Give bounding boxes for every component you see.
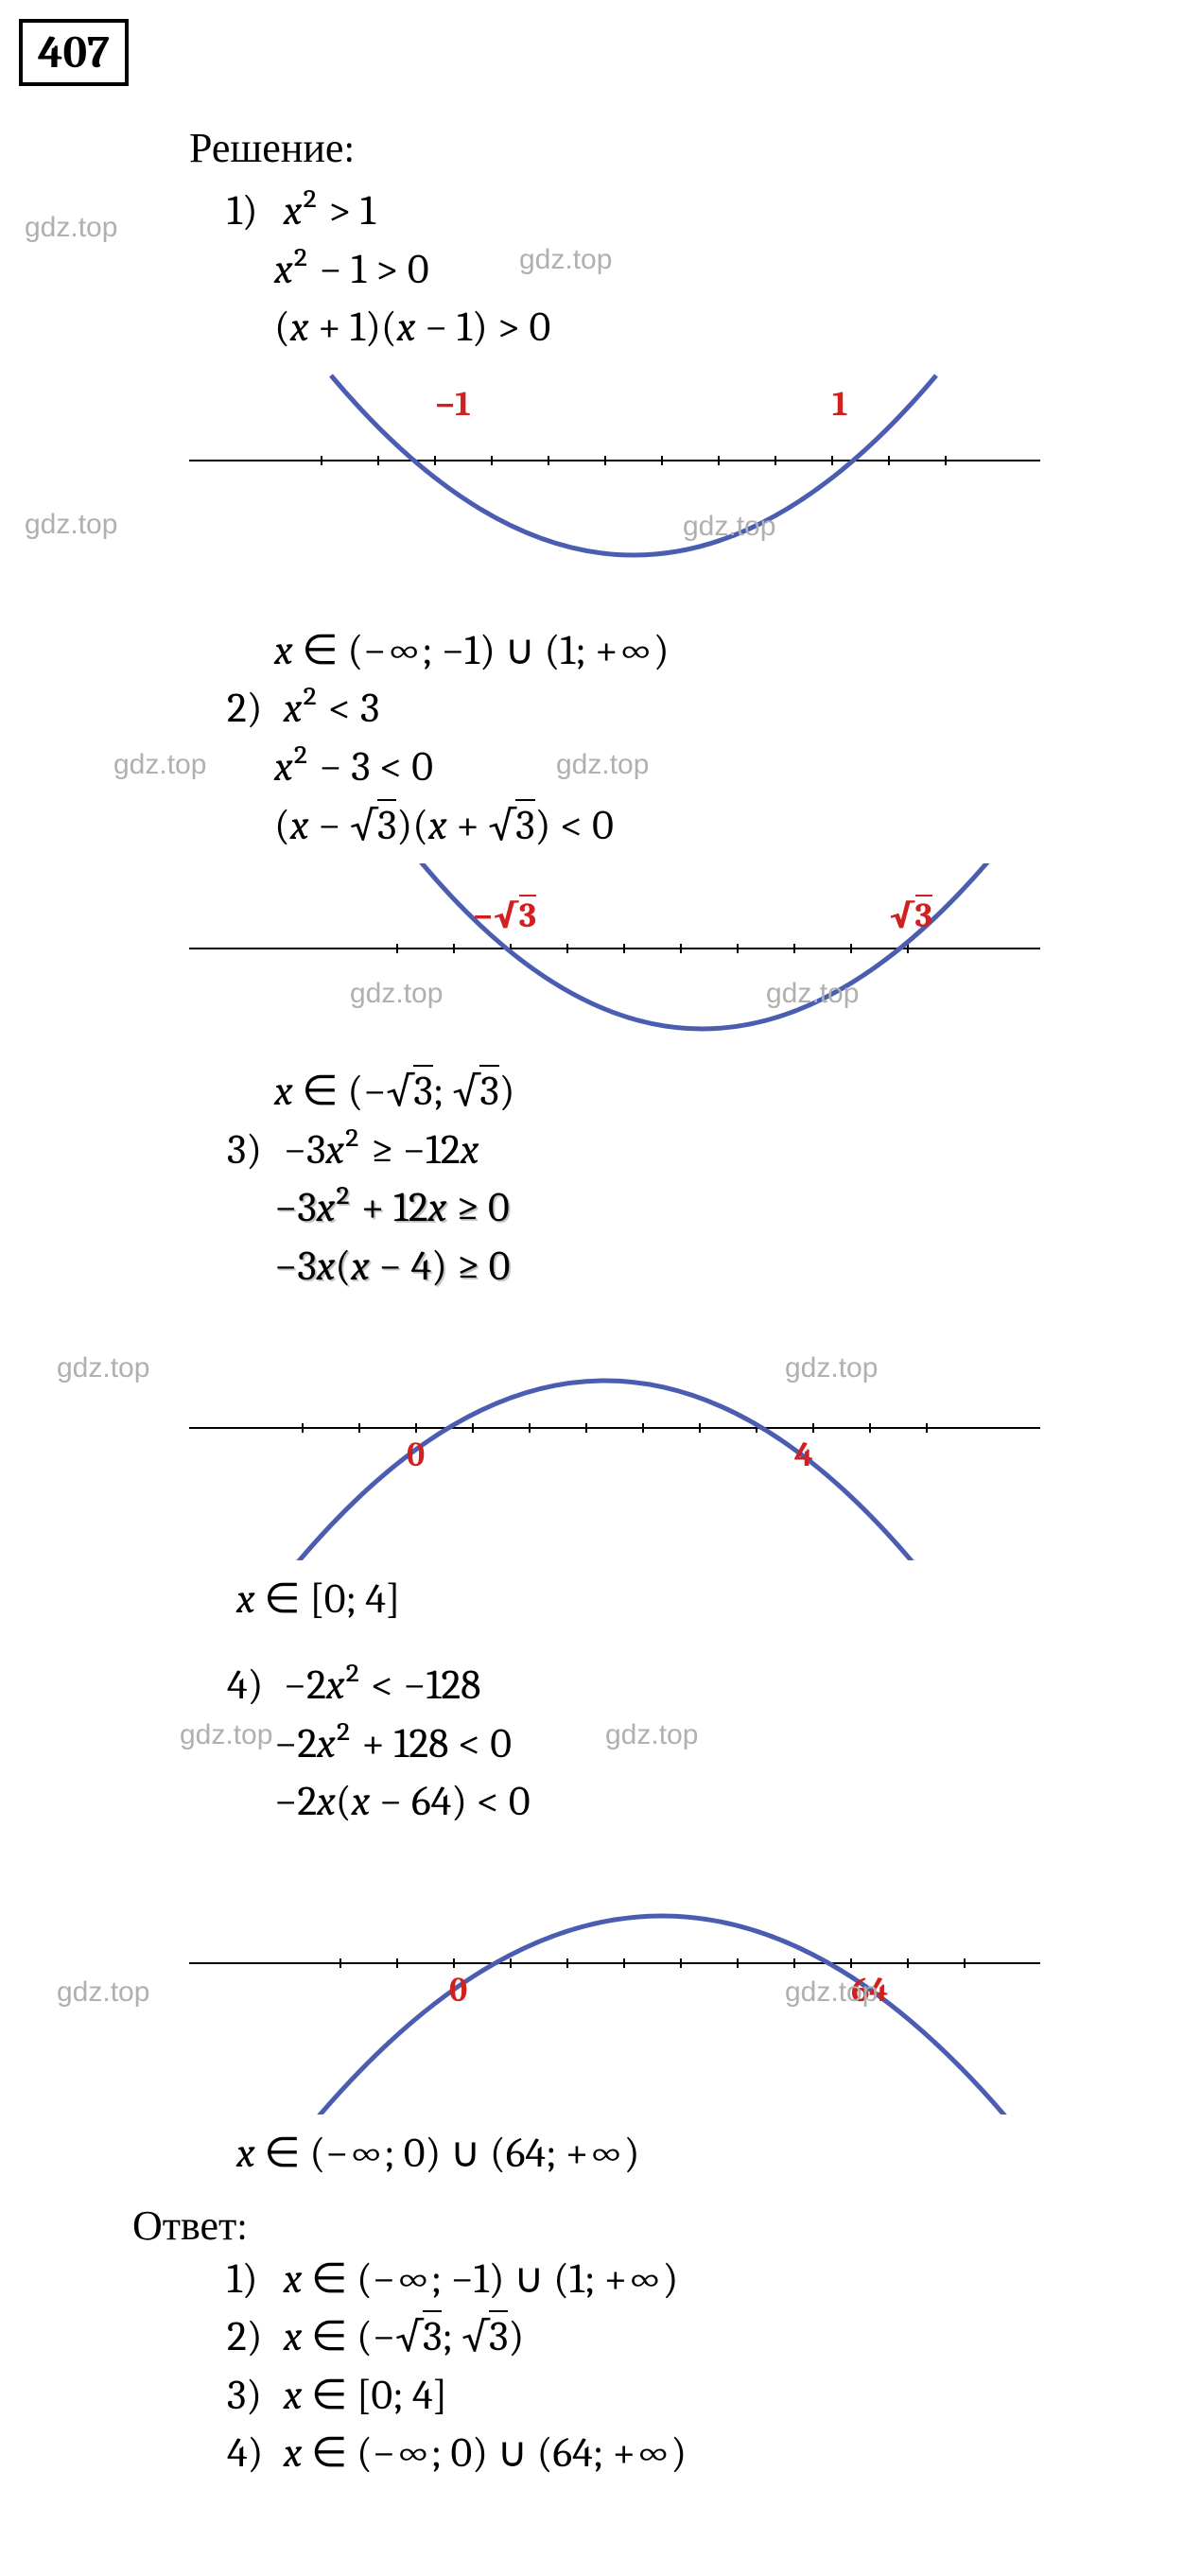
part-2-line-3: (x − √3)(x + √3) < 0 [274, 796, 1182, 855]
graph-2-root-left: −√3 [473, 896, 536, 935]
solution-content: Решение: 1) x² > 1 x² − 1 > 0 (x + 1)(x … [19, 124, 1182, 2482]
graph-3-root-right: 4 [794, 1436, 813, 1474]
part-4-line-1: −2x² < −128 [284, 1661, 481, 1709]
graph-1: −1 1 [189, 366, 1040, 612]
graph-2: −√3 √3 [189, 863, 1040, 1053]
answer-2-text: x ∈ (−√3; √3) [284, 2310, 525, 2360]
graph-2-root-right: √3 [889, 896, 932, 935]
solution-heading: Решение: [189, 124, 1182, 172]
graph-4: 0 64 [189, 1840, 1040, 2115]
part-1-line-2: x² − 1 > 0 [274, 240, 1182, 299]
answer-1-num: 1) [227, 2250, 274, 2308]
answer-3-num: 3) [227, 2366, 274, 2425]
part-4-line-2: −2x² + 128 < 0 [274, 1714, 1182, 1773]
graph-3-root-left: 0 [407, 1436, 425, 1474]
part-3: 3) −3x² ≥ −12x [227, 1121, 1182, 1179]
answer-4-text: x ∈ (−∞; 0) ∪ (64; +∞) [284, 2428, 688, 2477]
part-2-num: 2) [227, 679, 274, 738]
part-2: 2) x² < 3 [227, 679, 1182, 738]
answer-3: 3) x ∈ [0; 4] [227, 2366, 1182, 2425]
graph-4-root-left: 0 [449, 1971, 467, 2010]
part-4-line-3: −2x(x − 64) < 0 [274, 1772, 1182, 1831]
part-1-result: x ∈ (−∞; −1) ∪ (1; +∞) [274, 621, 1182, 680]
part-3-line-1: −3x² ≥ −12x [284, 1125, 479, 1174]
part-2-result: x ∈ (−√3; √3) [274, 1062, 1182, 1121]
part-3-line-2: −3x² + 12x ≥ 0 [274, 1178, 1182, 1237]
part-1: 1) x² > 1 [227, 182, 1182, 240]
part-3-result: x ∈ [0; 4] [236, 1570, 1182, 1628]
graph-1-root-right: 1 [832, 385, 848, 424]
part-1-line-3: (x + 1)(x − 1) > 0 [274, 298, 1182, 357]
part-1-line-1: x² > 1 [284, 186, 375, 235]
answer-heading: Ответ: [132, 2202, 1182, 2250]
graph-1-root-left: −1 [435, 385, 471, 424]
answer-4-num: 4) [227, 2424, 274, 2482]
answer-2-num: 2) [227, 2307, 274, 2366]
answer-1: 1) x ∈ (−∞; −1) ∪ (1; +∞) [227, 2250, 1182, 2308]
answer-4: 4) x ∈ (−∞; 0) ∪ (64; +∞) [227, 2424, 1182, 2482]
part-2-line-2: x² − 3 < 0 [274, 738, 1182, 796]
part-4-num: 4) [227, 1656, 274, 1714]
answer-1-text: x ∈ (−∞; −1) ∪ (1; +∞) [284, 2254, 679, 2303]
part-4: 4) −2x² < −128 [227, 1656, 1182, 1714]
part-3-num: 3) [227, 1121, 274, 1179]
graph-3: 0 4 [189, 1305, 1040, 1560]
part-2-line-1: x² < 3 [284, 684, 380, 732]
part-1-num: 1) [227, 182, 274, 240]
answer-2: 2) x ∈ (−√3; √3) [227, 2307, 1182, 2366]
answer-3-text: x ∈ [0; 4] [284, 2371, 447, 2419]
graph-4-root-right: 64 [851, 1971, 888, 2010]
part-4-result: x ∈ (−∞; 0) ∪ (64; +∞) [236, 2124, 1182, 2183]
part-3-line-3: −3x(x − 4) ≥ 0 [274, 1237, 1182, 1296]
problem-number: 407 [19, 19, 129, 86]
